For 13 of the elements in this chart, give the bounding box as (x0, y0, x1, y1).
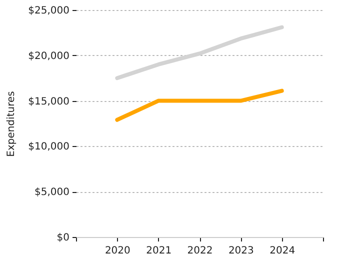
y-tick-label: $25,000 (28, 6, 70, 16)
line-series (115, 25, 284, 80)
y-tick-label: $0 (56, 232, 70, 244)
x-tick-label: 2024 (270, 246, 296, 256)
y-tick-label: $15,000 (28, 96, 70, 108)
y-tick-label: $10,000 (28, 142, 70, 153)
y-tick-label: $20,000 (28, 50, 70, 62)
y-axis-title: Expenditures (6, 91, 18, 157)
x-tick-label: 2022 (187, 246, 213, 256)
x-tick-label: 2020 (104, 246, 130, 256)
x-tick-label: 2023 (228, 246, 254, 256)
x-tick-label: 2021 (146, 246, 172, 256)
y-tick-label: $5,000 (34, 187, 70, 198)
